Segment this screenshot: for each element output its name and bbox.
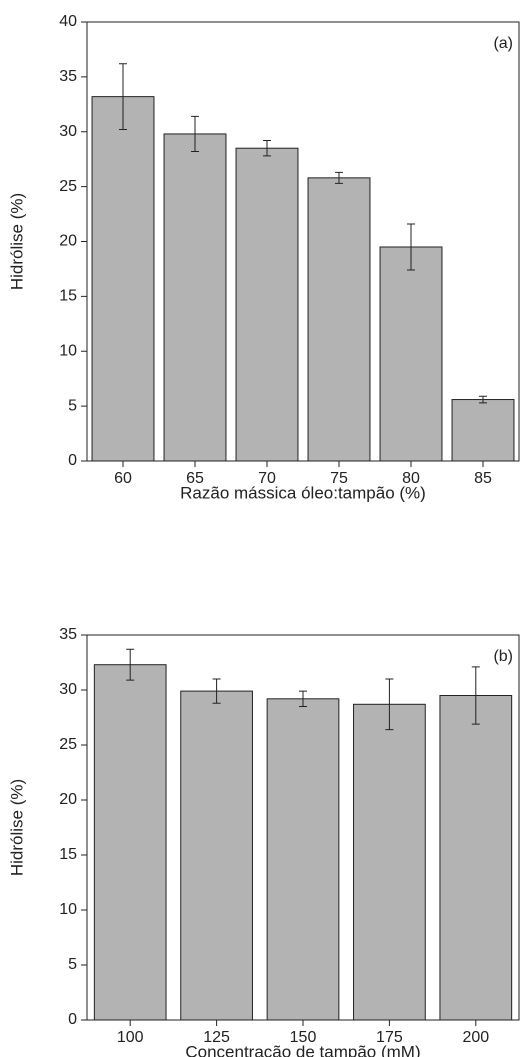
error-bar <box>385 678 394 731</box>
x-tick-label: 85 <box>474 470 492 487</box>
x-tick-label: 150 <box>290 1029 317 1046</box>
error-bar <box>263 140 271 157</box>
error-bar <box>299 690 307 707</box>
y-tick-label: 30 <box>59 123 77 140</box>
panel-label: (a) <box>493 35 513 52</box>
error-bar <box>126 648 135 681</box>
y-tick-label: 0 <box>68 1011 77 1028</box>
error-bar <box>191 115 199 153</box>
y-tick-label: 35 <box>59 626 77 643</box>
error-bar <box>212 678 221 704</box>
y-tick-label: 15 <box>59 846 77 863</box>
x-tick-label: 125 <box>203 1029 230 1046</box>
y-tick-label: 15 <box>59 288 77 305</box>
y-tick-label: 0 <box>68 452 77 469</box>
y-tick-label: 20 <box>59 791 77 808</box>
y-tick-label: 25 <box>59 178 77 195</box>
bar <box>91 96 155 462</box>
plot-frame <box>86 21 520 462</box>
bar <box>93 664 167 1021</box>
bar <box>307 177 371 462</box>
y-axis-label: Hidrólise (%) <box>7 779 26 876</box>
x-tick-label: 70 <box>258 470 276 487</box>
plot-frame <box>86 634 520 1021</box>
x-tick-label: 80 <box>402 470 420 487</box>
x-axis-label: Concentração de tampão (mM) <box>185 1042 420 1057</box>
error-bar <box>119 63 127 131</box>
y-axis-label: Hidrólise (%) <box>7 193 26 290</box>
bar <box>235 147 299 462</box>
bar <box>180 690 253 1021</box>
bar <box>379 246 443 462</box>
bar <box>266 698 340 1021</box>
y-tick-label: 40 <box>59 13 77 30</box>
error-bar <box>407 223 415 271</box>
y-tick-label: 25 <box>59 736 77 753</box>
error-bar <box>471 666 480 725</box>
y-tick-label: 10 <box>59 901 77 918</box>
y-tick-label: 10 <box>59 342 77 359</box>
y-tick-label: 5 <box>68 956 77 973</box>
x-axis-label: Razão mássica óleo:tampão (%) <box>180 483 426 502</box>
x-tick-label: 60 <box>114 470 132 487</box>
bar <box>163 133 227 462</box>
y-tick-label: 30 <box>59 681 77 698</box>
error-bar <box>335 171 343 184</box>
x-tick-label: 200 <box>462 1029 489 1046</box>
x-tick-label: 65 <box>186 470 204 487</box>
x-tick-label: 75 <box>330 470 348 487</box>
panel-label: (b) <box>493 648 513 665</box>
x-tick-label: 100 <box>117 1029 144 1046</box>
x-tick-label: 175 <box>376 1029 403 1046</box>
y-tick-label: 20 <box>59 233 77 250</box>
error-bar <box>479 395 487 404</box>
bar <box>439 695 513 1021</box>
y-tick-label: 35 <box>59 68 77 85</box>
bar <box>451 399 515 462</box>
y-tick-label: 5 <box>68 397 77 414</box>
bar <box>353 703 426 1021</box>
